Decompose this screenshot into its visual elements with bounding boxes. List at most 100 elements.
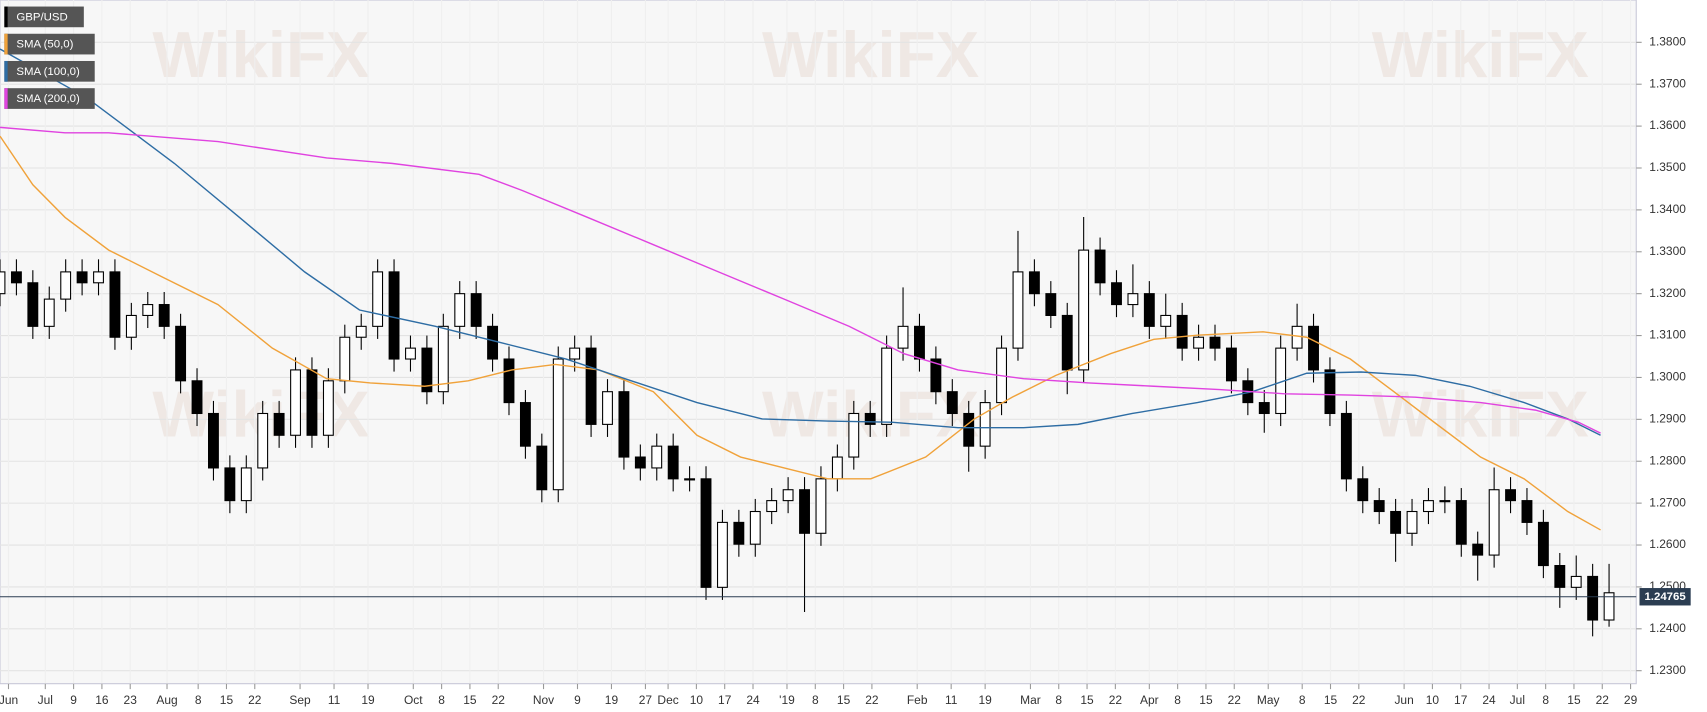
candle-body <box>782 489 794 502</box>
y-tick-label: 1.3400 <box>1649 202 1686 216</box>
legend-box <box>4 60 95 82</box>
candle-body <box>1127 293 1139 306</box>
candle-body <box>1603 592 1615 621</box>
legend-swatch <box>4 6 8 28</box>
candle-body <box>1505 489 1516 502</box>
x-tick-label: 15 <box>1567 693 1581 707</box>
x-tick-label: Nov <box>533 693 554 707</box>
candle-body <box>1308 325 1319 371</box>
x-tick-label: 8 <box>438 693 445 707</box>
candle-body <box>1078 249 1090 371</box>
y-tick-label: 1.2600 <box>1649 537 1686 551</box>
y-tick-label: 1.3200 <box>1649 286 1686 300</box>
y-tick-label: 1.2300 <box>1649 663 1686 677</box>
plot-area <box>0 0 1637 685</box>
x-tick-label: 10 <box>690 693 704 707</box>
x-tick-label: Oct <box>404 693 423 707</box>
candle-body <box>437 325 449 393</box>
x-tick-label: 22 <box>1352 693 1366 707</box>
candle-body <box>306 369 318 436</box>
x-tick-label: 8 <box>1542 693 1549 707</box>
candle-body <box>1324 369 1336 415</box>
watermark: WikiFX <box>762 18 979 91</box>
y-tick-label: 1.2400 <box>1649 621 1686 635</box>
candle-body <box>372 271 384 327</box>
candle-body <box>1291 325 1303 349</box>
x-tick-label: 15 <box>220 693 234 707</box>
x-tick-label: 8 <box>1174 693 1181 707</box>
candle-body <box>1488 489 1500 556</box>
candle-body <box>503 358 515 404</box>
candle-body <box>487 325 499 360</box>
candle-body <box>240 467 252 502</box>
candle-body <box>470 293 482 327</box>
last-price-label: 1.24765 <box>1644 591 1686 603</box>
y-tick-label: 1.3300 <box>1649 244 1686 258</box>
candle-body <box>1554 565 1566 588</box>
x-tick-label: '19 <box>779 693 795 707</box>
x-tick-label: Jul <box>38 693 53 707</box>
candle-body <box>1373 500 1385 513</box>
candle-body <box>799 489 810 534</box>
x-tick-label: 11 <box>945 693 958 707</box>
candle-body <box>700 478 712 588</box>
candle-body <box>552 358 564 491</box>
candle-body <box>733 521 745 545</box>
x-tick-label: 15 <box>463 693 477 707</box>
x-tick-label: Dec <box>657 693 678 707</box>
candle-body <box>1439 500 1451 503</box>
x-tick-label: 22 <box>1228 693 1242 707</box>
candle-body <box>158 304 170 327</box>
candle-body <box>1225 347 1237 382</box>
candle-body <box>388 271 400 360</box>
candle-body <box>684 478 696 481</box>
legend-label: SMA (100,0) <box>16 66 80 78</box>
legend-box <box>4 6 84 28</box>
candle-body <box>339 336 351 382</box>
x-tick-label: 24 <box>746 693 760 707</box>
x-tick-label: 22 <box>1109 693 1123 707</box>
candle-body <box>848 412 860 458</box>
x-tick-label: 11 <box>328 693 341 707</box>
candle-body <box>322 380 334 436</box>
candle-body <box>0 271 6 295</box>
candle-body <box>1423 500 1434 513</box>
candle-body <box>175 325 187 382</box>
candle-body <box>1357 478 1369 502</box>
candle-body <box>257 412 269 469</box>
candle-body <box>355 325 367 338</box>
candle-body <box>831 456 843 480</box>
sma-line <box>0 126 1601 434</box>
x-tick-label: May <box>1257 693 1280 707</box>
candle-body <box>946 391 958 415</box>
x-tick-label: 8 <box>1299 693 1306 707</box>
candle-body <box>963 412 975 447</box>
x-tick-label: 17 <box>1454 693 1468 707</box>
x-tick-label: Jun <box>0 693 18 707</box>
candle-body <box>43 298 55 327</box>
candle-body <box>273 412 285 436</box>
watermark: WikiFX <box>1372 18 1589 91</box>
candle-body <box>897 325 909 349</box>
candle-body <box>1143 293 1155 327</box>
x-tick-label: 15 <box>1080 693 1094 707</box>
y-tick-label: 1.2700 <box>1649 495 1686 509</box>
x-tick-label: Feb <box>907 693 928 707</box>
y-tick-label: 1.3000 <box>1649 370 1686 384</box>
x-tick-label: 22 <box>492 693 506 707</box>
candle-body <box>191 380 203 415</box>
candle-body <box>208 412 219 469</box>
candle-body <box>1176 314 1188 349</box>
x-tick-label: 8 <box>1055 693 1062 707</box>
candle-body <box>1012 271 1024 349</box>
candle-body <box>224 467 236 502</box>
candle-body <box>1209 336 1221 349</box>
candle-body <box>125 314 137 338</box>
candle-body <box>1455 500 1467 545</box>
x-tick-label: 9 <box>70 693 77 707</box>
x-tick-label: 8 <box>812 693 819 707</box>
candle-body <box>569 347 581 360</box>
x-tick-label: 29 <box>1624 693 1638 707</box>
candle-body <box>667 445 679 480</box>
x-tick-label: 23 <box>124 693 138 707</box>
